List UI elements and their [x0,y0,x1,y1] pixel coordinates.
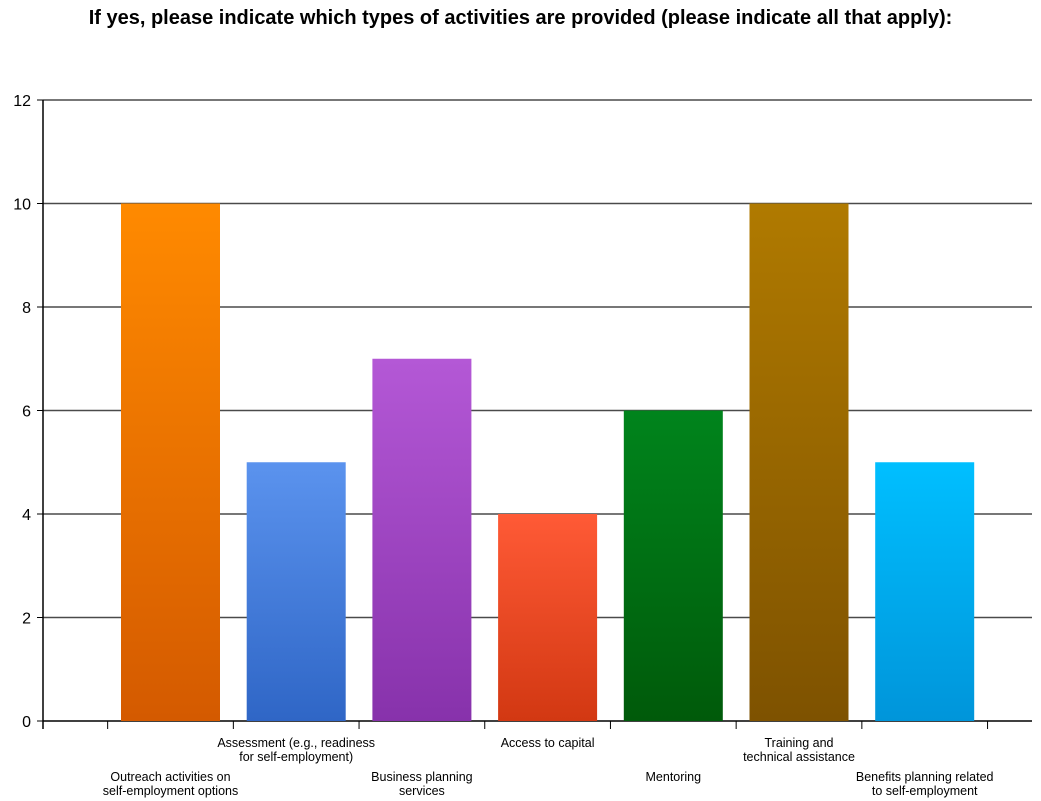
x-category-label: Benefits planning related to self-employm… [856,770,994,798]
y-tick-label: 12 [13,93,31,110]
y-tick-label: 10 [13,197,31,214]
bar-4 [498,514,598,721]
y-tick-label: 0 [22,714,31,731]
x-category-label: Training and technical assistance [743,736,855,764]
y-tick-label: 4 [22,507,31,524]
chart-title: If yes, please indicate which types of a… [88,7,953,29]
bar-5 [623,410,723,721]
x-category-label: Assessment (e.g., readiness for self-empl… [217,736,375,764]
bar-3 [372,358,472,721]
y-tick-label: 6 [22,404,31,421]
bar-7 [875,462,975,721]
x-category-label: Access to capital [501,736,595,750]
bar-2 [246,462,346,721]
bar-1 [121,203,220,721]
y-tick-label: 2 [22,611,31,628]
x-category-label: Business planning services [371,770,473,798]
x-category-label: Outreach activities on self-employment op… [103,770,238,798]
y-tick-label: 8 [22,300,31,317]
x-category-label: Mentoring [646,770,702,784]
bar-6 [749,203,849,721]
